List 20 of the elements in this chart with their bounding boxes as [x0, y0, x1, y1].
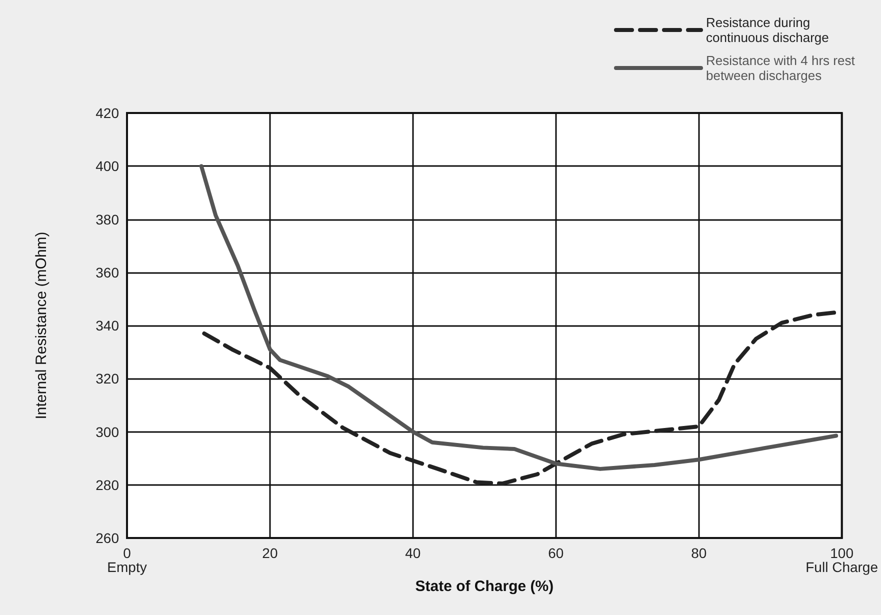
x-tick-label: 100 Full Charge	[806, 545, 878, 575]
x-tick-label: 80	[691, 545, 707, 561]
y-tick-label: 420	[96, 105, 120, 121]
y-tick-label: 320	[96, 370, 120, 387]
y-tick-label: 280	[96, 476, 120, 493]
y-tick-label: 360	[96, 264, 120, 280]
text: Resistance during continuous discharge	[706, 15, 829, 45]
x-tick-label: 40	[405, 545, 421, 561]
x-tick-label: 20	[262, 545, 278, 561]
y-tick-label: 340	[96, 318, 120, 334]
y-axis-title: Internal Resistance (mOhm)	[33, 232, 50, 420]
y-tick-label: 300	[96, 424, 120, 440]
x-tick-label: 0 Empty	[107, 545, 147, 575]
x-axis-title: State of Charge (%)	[415, 578, 554, 595]
y-tick-label: 380	[96, 211, 120, 228]
text: Resistance with 4 hrs rest between discharges	[706, 53, 858, 83]
y-tick-label: 400	[96, 158, 120, 174]
y-tick-label: 260	[96, 530, 120, 546]
line-series	[199, 164, 838, 471]
x-tick-label: 60	[548, 545, 564, 561]
